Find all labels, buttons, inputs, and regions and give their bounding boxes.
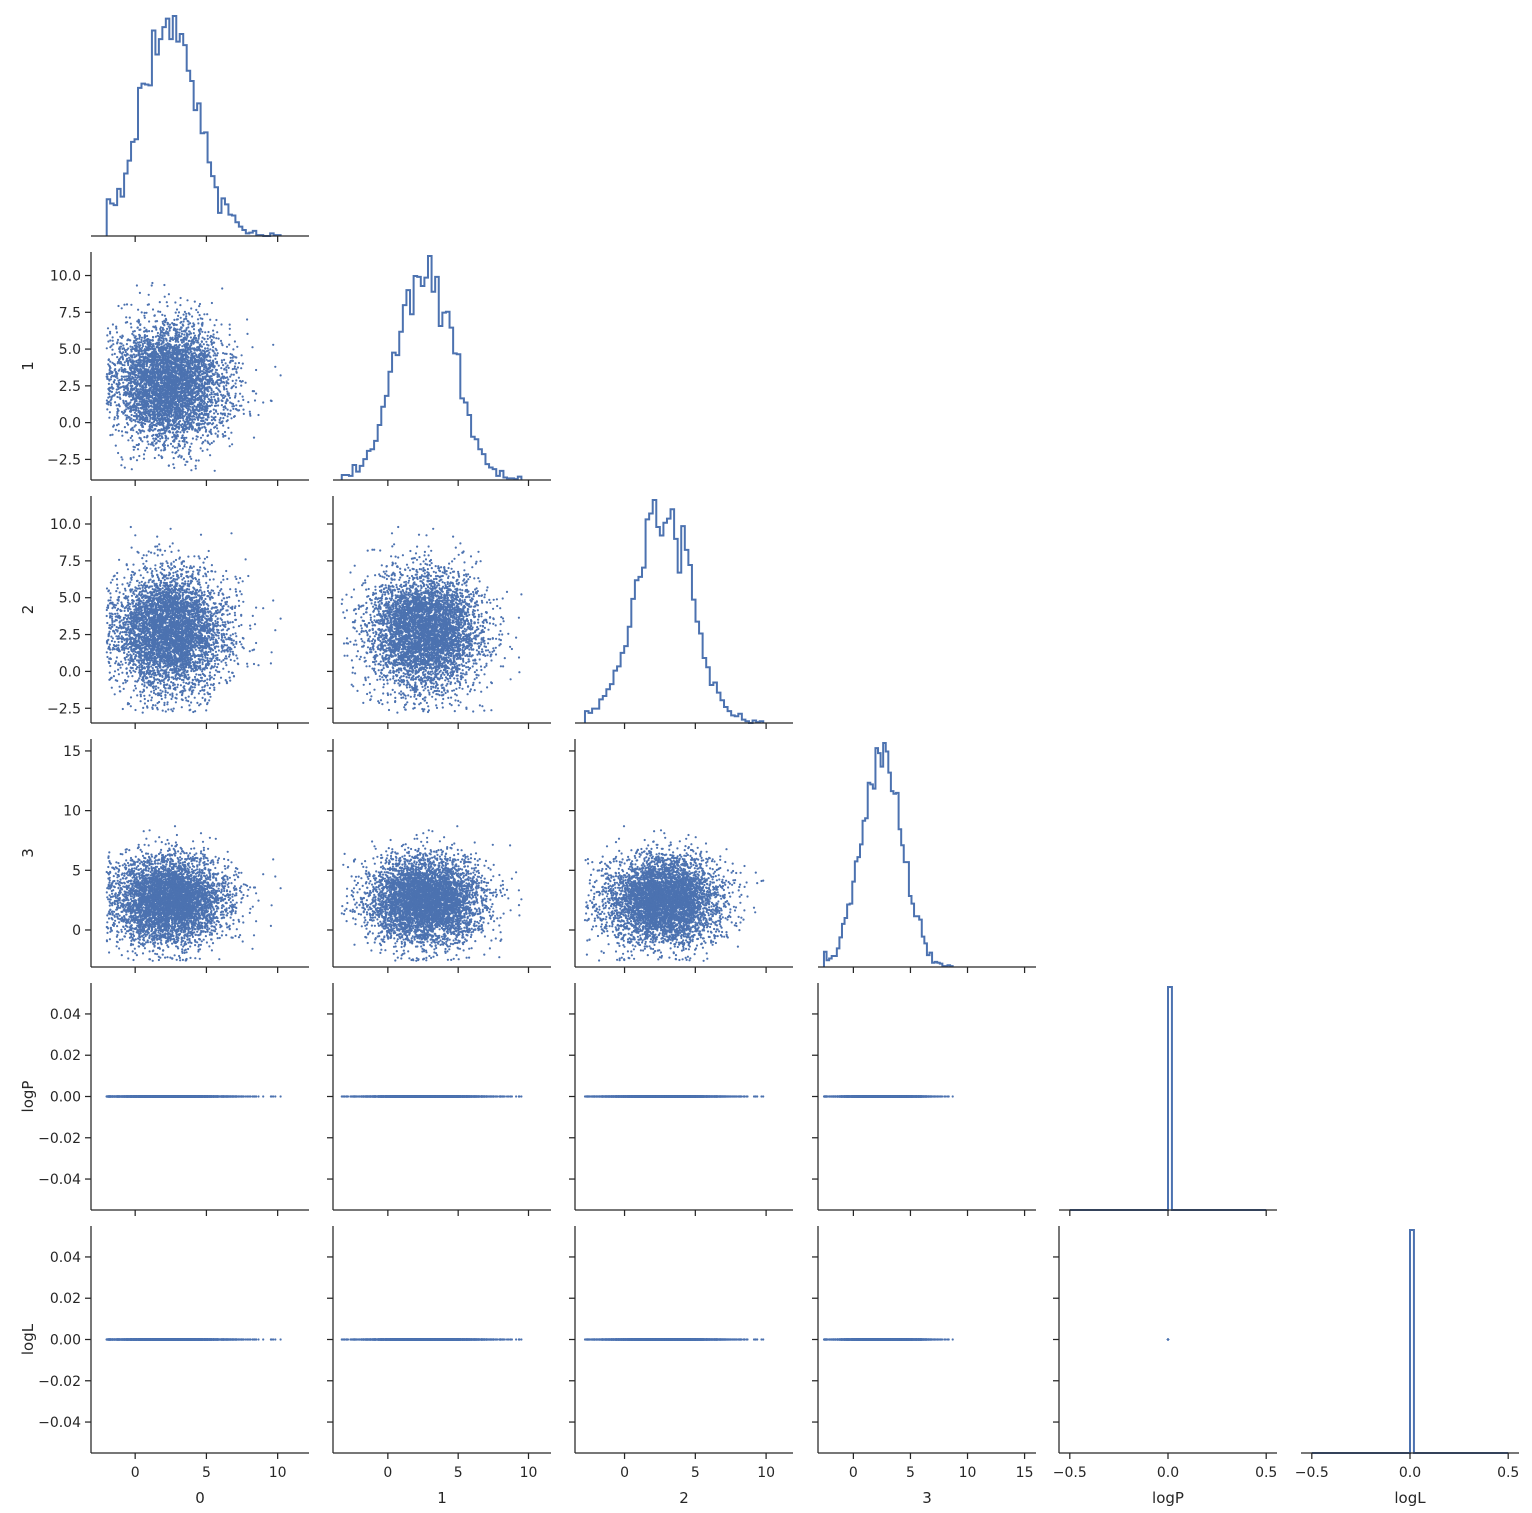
scatter-point xyxy=(213,354,215,356)
scatter-point xyxy=(229,324,231,326)
scatter-point xyxy=(242,399,244,401)
scatter-point xyxy=(161,314,163,316)
scatter-point xyxy=(195,459,197,461)
scatter-point xyxy=(220,340,222,342)
scatter-point xyxy=(111,349,113,351)
scatter-point xyxy=(230,432,232,434)
scatter-point xyxy=(193,416,195,418)
scatter-point xyxy=(130,323,132,325)
scatter-point xyxy=(200,329,202,331)
scatter-point xyxy=(225,366,227,368)
scatter-point xyxy=(246,318,248,320)
scatter-point xyxy=(141,337,143,339)
scatter-point xyxy=(173,414,175,416)
scatter-point xyxy=(202,450,204,452)
scatter-point xyxy=(224,431,226,433)
scatter-point xyxy=(190,458,192,460)
scatter-point xyxy=(151,435,153,437)
panel-1-0: −2.50.02.55.07.510.0 xyxy=(47,252,309,486)
scatter-point xyxy=(192,437,194,439)
scatter-point xyxy=(214,358,216,360)
scatter-point xyxy=(239,393,241,395)
scatter-point xyxy=(190,469,192,471)
scatter-point xyxy=(115,445,117,447)
scatter-point xyxy=(158,454,160,456)
scatter-point xyxy=(143,453,145,455)
scatter-point xyxy=(141,311,143,313)
scatter-point xyxy=(112,336,114,338)
scatter-point xyxy=(154,457,156,459)
scatter-point xyxy=(214,416,216,418)
scatter-point xyxy=(112,340,114,342)
scatter-point xyxy=(202,337,204,339)
scatter-point xyxy=(167,444,169,446)
scatter-point xyxy=(121,307,123,309)
scatter-point xyxy=(117,452,119,454)
scatter-point xyxy=(234,396,236,398)
scatter-point xyxy=(116,412,118,414)
scatter-point xyxy=(227,378,229,380)
scatter-point xyxy=(106,347,108,349)
scatter-point xyxy=(131,435,133,437)
scatter-point xyxy=(212,417,214,419)
scatter-point xyxy=(144,312,146,314)
scatter-point xyxy=(213,333,215,335)
scatter-point xyxy=(146,365,148,367)
scatter-point xyxy=(125,351,127,353)
scatter-point xyxy=(193,332,195,334)
scatter-point xyxy=(216,424,218,426)
scatter-0-vs-1 xyxy=(106,282,282,472)
histogram-0 xyxy=(107,16,281,236)
scatter-point xyxy=(148,303,150,305)
scatter-point xyxy=(255,393,257,395)
scatter-point xyxy=(222,417,224,419)
scatter-point xyxy=(152,438,154,440)
panel-0-0 xyxy=(91,16,309,242)
scatter-point xyxy=(139,292,141,294)
scatter-point xyxy=(156,442,158,444)
scatter-point xyxy=(212,346,214,348)
scatter-point xyxy=(226,390,228,392)
scatter-point xyxy=(119,393,121,395)
scatter-point xyxy=(208,352,210,354)
scatter-point xyxy=(255,369,257,371)
scatter-point xyxy=(143,315,145,317)
scatter-point xyxy=(189,446,191,448)
scatter-point xyxy=(170,443,172,445)
scatter-point xyxy=(180,456,182,458)
scatter-point xyxy=(144,317,146,319)
scatter-point xyxy=(197,318,199,320)
scatter-point xyxy=(280,374,282,376)
scatter-point xyxy=(166,305,168,307)
scatter-point xyxy=(229,397,231,399)
scatter-point xyxy=(123,304,125,306)
scatter-point xyxy=(218,338,220,340)
scatter-point xyxy=(181,333,183,335)
scatter-point xyxy=(140,439,142,441)
scatter-point xyxy=(198,459,200,461)
scatter-point xyxy=(182,440,184,442)
scatter-point xyxy=(232,380,234,382)
scatter-point xyxy=(126,303,128,305)
scatter-point xyxy=(108,383,110,385)
scatter-point xyxy=(178,440,180,442)
scatter-point xyxy=(177,341,179,343)
scatter-point xyxy=(211,416,213,418)
scatter-point xyxy=(204,331,206,333)
